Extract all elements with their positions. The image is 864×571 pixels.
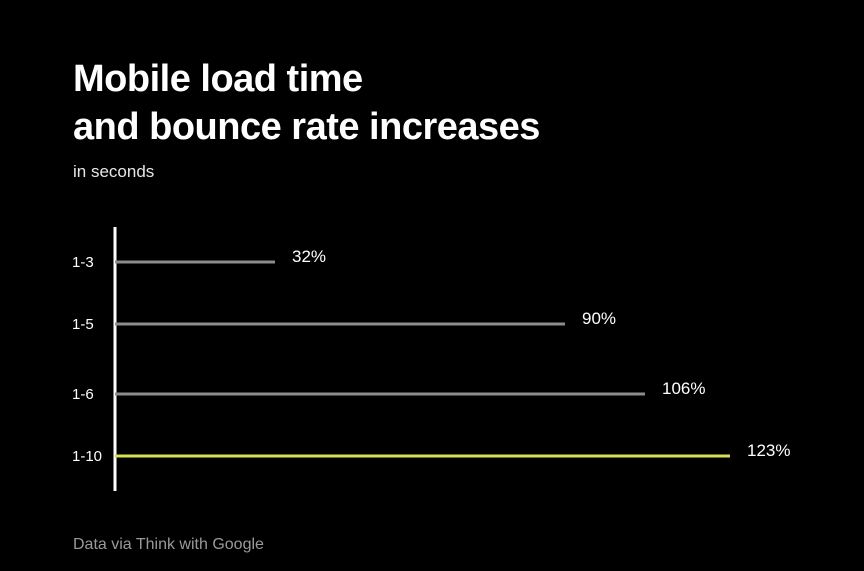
chart-subtitle: in seconds <box>73 162 155 181</box>
y-tick-label: 1-10 <box>72 448 102 465</box>
y-tick-label: 1-5 <box>72 316 94 333</box>
chart-title-line-2: and bounce rate increases <box>73 106 540 148</box>
chart-title: Mobile load time and bounce rate increas… <box>73 55 540 151</box>
source-note: Data via Think with Google <box>73 536 264 553</box>
data-label: 32% <box>292 247 326 266</box>
chart-title-line-1: Mobile load time <box>73 58 363 100</box>
y-tick-label: 1-3 <box>72 254 94 271</box>
data-label: 123% <box>747 441 790 460</box>
data-label: 90% <box>582 309 616 328</box>
y-tick-label: 1-6 <box>72 386 94 403</box>
data-label: 106% <box>662 379 705 398</box>
